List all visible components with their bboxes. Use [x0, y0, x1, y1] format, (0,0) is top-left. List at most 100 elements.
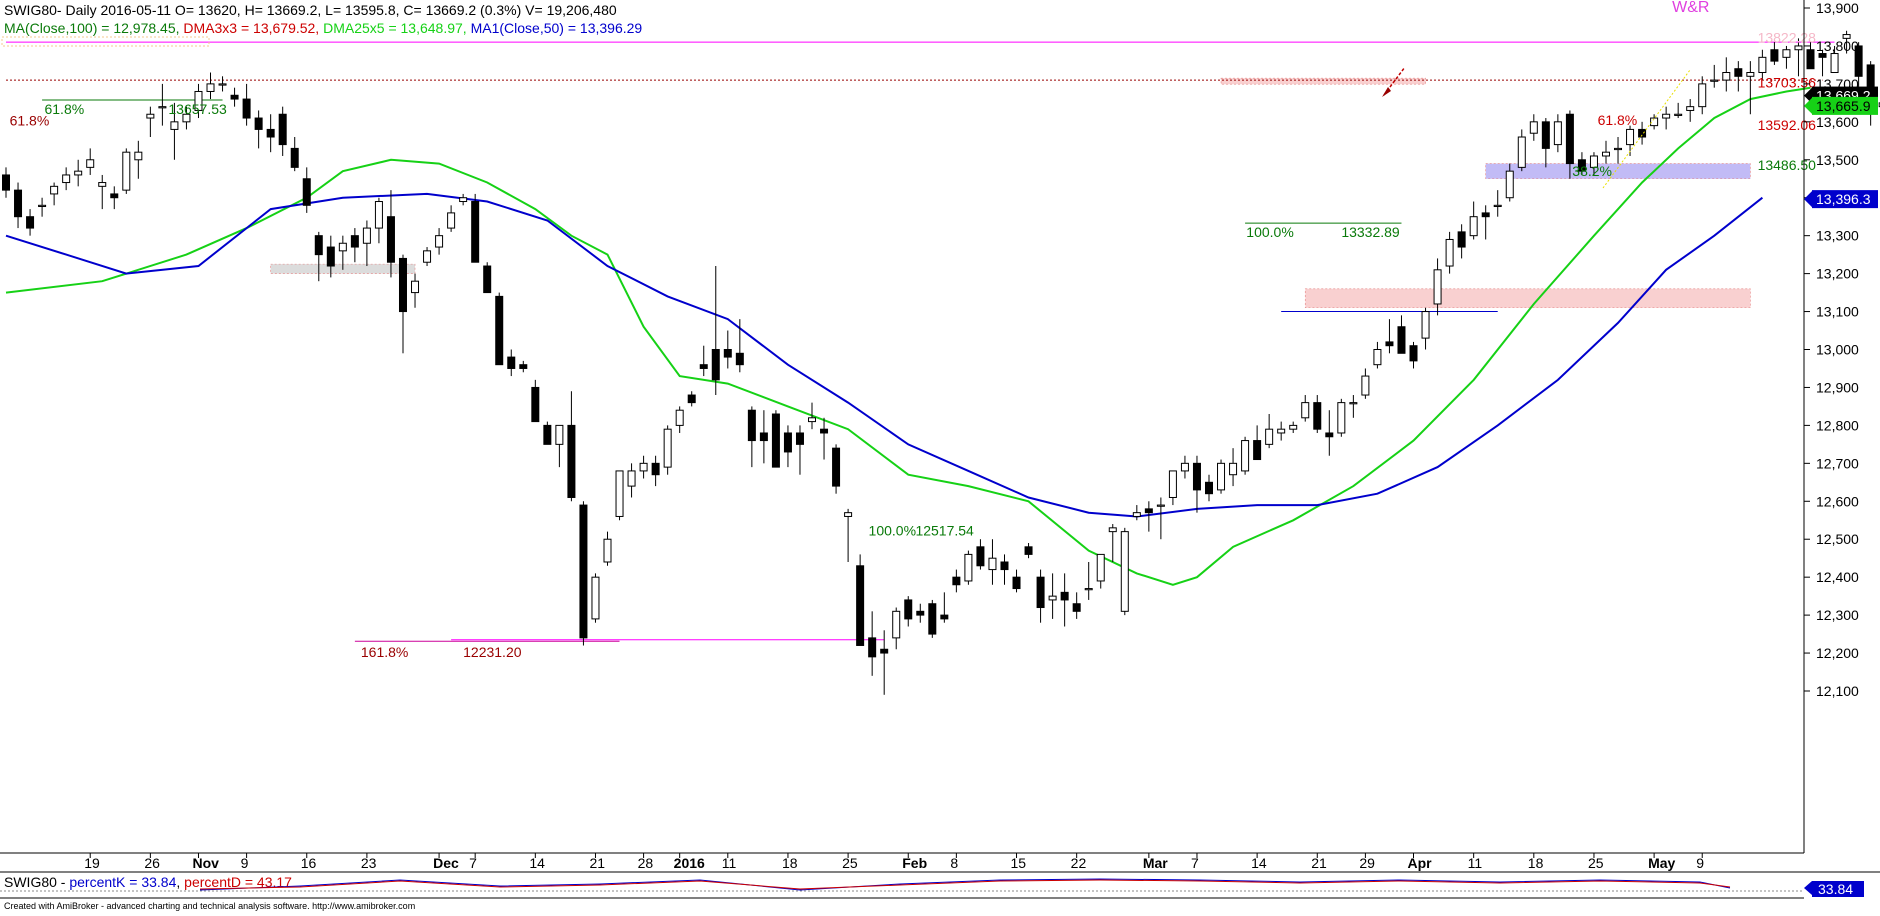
- candle-body: [1230, 463, 1237, 474]
- y-tick-label: 13,500: [1816, 152, 1859, 168]
- candle: [544, 422, 551, 445]
- label-38.2: 38.2%: [1572, 163, 1612, 179]
- x-tick-label: 19: [84, 855, 100, 871]
- candle-body: [1037, 577, 1044, 607]
- y-tick-label: 13,100: [1816, 304, 1859, 320]
- label-61.8-green: 61.8%: [44, 101, 84, 117]
- candle-body: [941, 615, 948, 619]
- x-tick-label: 18: [782, 855, 798, 871]
- candle-body: [1783, 50, 1790, 58]
- candle-body: [1013, 577, 1020, 588]
- candle-body: [255, 118, 262, 129]
- x-tick-label: 25: [842, 855, 858, 871]
- candle-body: [3, 175, 10, 190]
- candle-body: [1121, 532, 1128, 612]
- tag-13665: 13,665.9: [1816, 98, 1871, 114]
- candle-body: [87, 160, 94, 168]
- header-line: SWIG80- Daily 2016-05-11 O= 13620, H= 13…: [4, 2, 617, 18]
- candle-body: [39, 205, 46, 206]
- candle-body: [351, 236, 358, 247]
- candle-body: [1061, 592, 1068, 600]
- candle-body: [1470, 217, 1477, 236]
- candle-body: [387, 217, 394, 263]
- x-tick-label: 9: [241, 855, 249, 871]
- ma-legend-part-3: MA1(Close,50) = 13,396.29: [471, 20, 643, 36]
- candle: [857, 554, 864, 645]
- label-13332: 13332.89: [1341, 224, 1400, 240]
- candle-body: [399, 258, 406, 311]
- candle-body: [99, 183, 106, 187]
- candle-body: [712, 350, 719, 380]
- candle-body: [231, 95, 238, 99]
- candle-body: [1278, 429, 1285, 433]
- x-tick-label: Feb: [902, 855, 927, 871]
- candle-body: [881, 649, 888, 653]
- x-tick-label: Apr: [1408, 855, 1433, 871]
- candle-body: [544, 425, 551, 444]
- y-tick-label: 13,000: [1816, 342, 1859, 358]
- candle: [123, 148, 130, 194]
- candle-body: [448, 213, 455, 228]
- x-tick-label: 14: [1251, 855, 1267, 871]
- indicator-value-text: 33.84: [1818, 881, 1853, 897]
- indicator-legend-part-2: percentK = 33.84: [69, 874, 176, 890]
- candle-body: [1181, 463, 1188, 471]
- x-tick-label: 7: [469, 855, 477, 871]
- candle-body: [1542, 122, 1549, 149]
- label-13703: 13703.56: [1758, 75, 1817, 91]
- x-tick-label: 22: [1071, 855, 1087, 871]
- candle-body: [1193, 463, 1200, 490]
- indicator-legend-part-0: SWIG80: [4, 874, 57, 890]
- candle-body: [1446, 239, 1453, 266]
- candle-body: [1133, 513, 1140, 517]
- candle-body: [1530, 122, 1537, 133]
- candle-body: [207, 84, 214, 92]
- x-tick-label: 2016: [674, 855, 705, 871]
- y-tick-label: 12,600: [1816, 493, 1859, 509]
- candle-body: [1085, 589, 1092, 590]
- candle-body: [123, 152, 130, 190]
- candle-body: [700, 365, 707, 369]
- candle: [1242, 437, 1249, 475]
- x-tick-label: 16: [301, 855, 317, 871]
- label-12231: 12231.20: [463, 644, 522, 660]
- candle: [580, 501, 587, 645]
- x-tick-label: 21: [1311, 855, 1327, 871]
- candle-body: [1242, 441, 1249, 471]
- label-12517: 12517.54: [915, 522, 974, 538]
- candle-body: [496, 296, 503, 364]
- candle-body: [1290, 425, 1297, 429]
- candle-body: [327, 247, 334, 266]
- candle-body: [1831, 54, 1838, 73]
- candle-body: [616, 471, 623, 517]
- candle-body: [412, 281, 419, 292]
- y-tick-label: 12,800: [1816, 417, 1859, 433]
- x-tick-label: Mar: [1143, 855, 1168, 871]
- x-tick-label: Dec: [433, 855, 459, 871]
- candle-body: [159, 107, 166, 108]
- candle-body: [1458, 232, 1465, 247]
- pink-zone-13100: [1305, 289, 1750, 308]
- candle-body: [676, 410, 683, 425]
- indicator-legend-part-3: ,: [176, 874, 184, 890]
- candle-body: [893, 611, 900, 638]
- candle: [616, 471, 623, 520]
- candle-body: [760, 433, 767, 441]
- candle-body: [580, 505, 587, 638]
- candle-body: [1747, 73, 1754, 77]
- candle-body: [1795, 46, 1802, 50]
- x-tick-label: 25: [1588, 855, 1604, 871]
- y-tick-label: 12,700: [1816, 455, 1859, 471]
- candle-body: [267, 129, 274, 137]
- candle-body: [424, 251, 431, 262]
- candle-body: [484, 266, 491, 293]
- x-tick-label: 11: [1468, 855, 1483, 871]
- candle: [1121, 528, 1128, 615]
- candle-body: [1157, 505, 1164, 506]
- candle-body: [1025, 547, 1032, 555]
- candle-body: [111, 194, 118, 198]
- candle-body: [315, 236, 322, 255]
- candle-body: [1434, 270, 1441, 304]
- candle-body: [1771, 50, 1778, 61]
